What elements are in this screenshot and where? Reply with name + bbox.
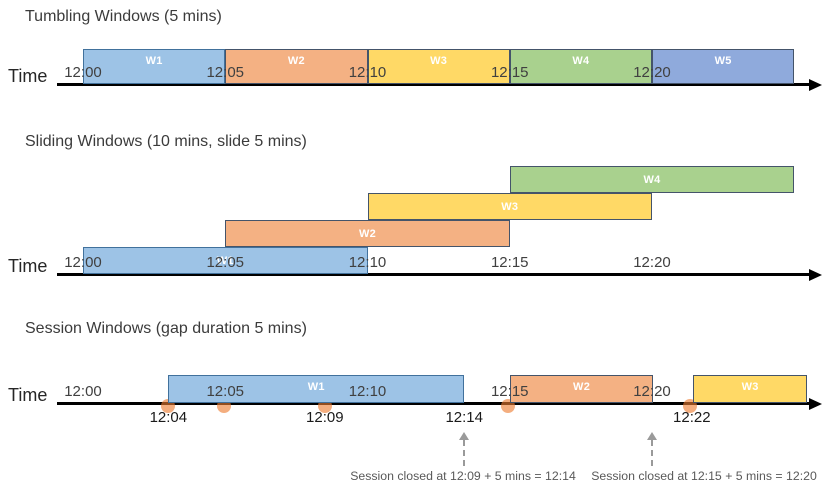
tick-label: 12:10 bbox=[348, 254, 387, 271]
window-label: W3 bbox=[430, 55, 448, 67]
window-label: W3 bbox=[501, 201, 519, 213]
tick-label: 12:05 bbox=[206, 254, 245, 271]
window-label: W5 bbox=[714, 55, 732, 67]
callout-text: Session closed at 12:15 + 5 mins = 12:20 bbox=[591, 469, 817, 483]
tick-label: 12:10 bbox=[348, 64, 387, 81]
tick-label: 12:15 bbox=[490, 254, 529, 271]
window-label: W2 bbox=[287, 55, 305, 67]
window-label: W4 bbox=[572, 55, 590, 67]
window-label: W2 bbox=[358, 228, 377, 240]
window-bar: W1 bbox=[168, 375, 465, 403]
tumbling-section-title: Tumbling Windows (5 mins) bbox=[25, 8, 222, 25]
time-axis-arrowhead bbox=[809, 269, 822, 281]
callout-text: Session closed at 12:09 + 5 mins = 12:14 bbox=[350, 469, 576, 483]
window-label: W1 bbox=[216, 255, 234, 267]
time-axis-label: Time bbox=[8, 385, 48, 405]
callout-arrow-stem bbox=[651, 440, 653, 466]
tick-label: 12:00 bbox=[64, 64, 102, 81]
tick-label: 12:00 bbox=[64, 383, 102, 400]
window-label: W3 bbox=[741, 381, 759, 393]
event-dot bbox=[216, 399, 231, 413]
window-bar: W1 bbox=[83, 247, 368, 274]
window-bar: W4 bbox=[509, 49, 652, 84]
window-bar: W2 bbox=[509, 375, 654, 403]
window-bar: W3 bbox=[367, 193, 652, 220]
window-label: W4 bbox=[643, 174, 661, 186]
window-bar: W2 bbox=[225, 220, 510, 247]
event-time-label: 12:09 bbox=[306, 409, 344, 426]
callout-arrow-tip bbox=[459, 432, 470, 440]
event-time-label: 12:14 bbox=[445, 409, 483, 426]
callout-arrow-tip bbox=[647, 432, 657, 440]
time-axis-label: Time bbox=[8, 256, 48, 276]
tick-label: 12:05 bbox=[206, 64, 245, 81]
window-bar: W2 bbox=[225, 49, 368, 84]
window-label: W2 bbox=[573, 381, 591, 393]
event-dot bbox=[501, 399, 516, 413]
event-dot bbox=[683, 399, 698, 413]
tick-label: 12:05 bbox=[206, 383, 245, 400]
window-label: W1 bbox=[307, 381, 325, 393]
window-bar: W5 bbox=[652, 49, 795, 84]
event-time-label: 12:04 bbox=[149, 409, 188, 426]
time-axis-arrowhead bbox=[809, 79, 822, 91]
tick-label: 12:20 bbox=[633, 254, 671, 271]
event-dot bbox=[317, 399, 332, 413]
window-bar: W3 bbox=[693, 375, 808, 403]
time-axis-line bbox=[57, 273, 809, 276]
window-bar: W4 bbox=[509, 166, 795, 193]
time-axis-line bbox=[57, 402, 809, 405]
callout-arrow-stem bbox=[463, 440, 466, 466]
tick-label: 12:20 bbox=[633, 383, 671, 400]
tick-label: 12:20 bbox=[633, 64, 671, 81]
session-section-title: Session Windows (gap duration 5 mins) bbox=[25, 320, 307, 337]
time-axis-label: Time bbox=[8, 66, 48, 86]
event-dot bbox=[161, 399, 176, 413]
tick-label: 12:10 bbox=[348, 383, 387, 400]
tick-label: 12:15 bbox=[490, 64, 529, 81]
window-bar: W3 bbox=[367, 49, 510, 84]
tick-label: 12:00 bbox=[64, 254, 102, 271]
tick-label: 12:15 bbox=[490, 383, 529, 400]
sliding-section-title: Sliding Windows (10 mins, slide 5 mins) bbox=[25, 133, 307, 150]
window-bar: W1 bbox=[83, 49, 226, 84]
window-label: W1 bbox=[145, 55, 163, 67]
event-time-label: 12:22 bbox=[673, 409, 711, 426]
time-axis-line bbox=[57, 83, 809, 86]
time-axis-arrowhead bbox=[809, 398, 822, 410]
